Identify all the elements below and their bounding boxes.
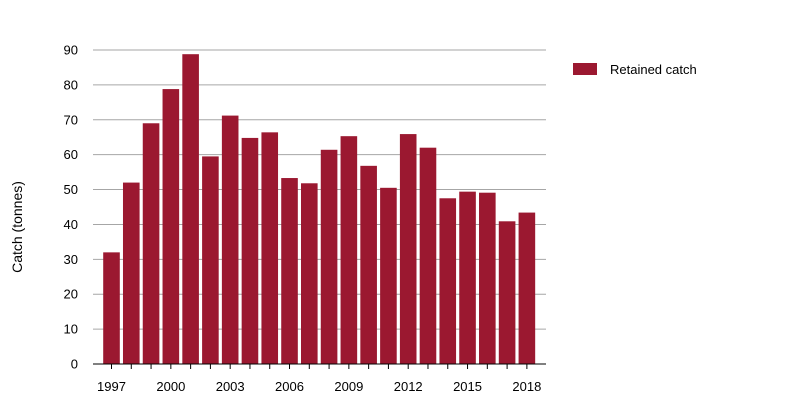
bar-2008 xyxy=(320,149,338,364)
y-axis-title: Catch (tonnes) xyxy=(9,181,25,273)
y-tick-label: 0 xyxy=(71,357,78,372)
x-tick-label: 2000 xyxy=(156,379,185,394)
y-tick-label: 10 xyxy=(64,322,78,337)
bar-2012 xyxy=(399,134,417,364)
y-tick-label: 80 xyxy=(64,77,78,92)
bar-2013 xyxy=(419,147,437,364)
bar-2018 xyxy=(518,212,536,364)
y-tick-label: 20 xyxy=(64,287,78,302)
bar-2007 xyxy=(301,183,318,364)
x-tick-label: 2006 xyxy=(275,379,304,394)
bar-2009 xyxy=(340,136,358,364)
bar-2010 xyxy=(360,165,377,364)
bar-2006 xyxy=(281,178,298,364)
y-axis-ticks: 0 10 20 30 40 50 60 70 80 90 xyxy=(64,43,78,372)
bar-2011 xyxy=(380,187,397,364)
bar-2015 xyxy=(459,191,476,364)
bar-1997 xyxy=(103,252,120,364)
bar-1998 xyxy=(122,182,140,364)
legend: Retained catch xyxy=(573,62,697,77)
y-tick-label: 30 xyxy=(64,252,78,267)
x-tick-label: 2003 xyxy=(216,379,245,394)
x-tick-label: 2015 xyxy=(453,379,482,394)
bar-2014 xyxy=(439,198,457,364)
gridlines xyxy=(93,49,546,330)
bars xyxy=(103,54,536,365)
x-tick-label: 1997 xyxy=(97,379,126,394)
y-tick-label: 90 xyxy=(64,43,78,58)
legend-swatch xyxy=(573,63,597,75)
x-axis-ticks: 1997 2000 2003 2006 2009 2012 2015 2018 xyxy=(97,364,541,394)
bar-2001 xyxy=(182,54,199,364)
bar-2004 xyxy=(241,137,259,364)
bar-2016 xyxy=(479,192,496,364)
x-tick-label: 2009 xyxy=(334,379,363,394)
legend-label: Retained catch xyxy=(610,62,697,77)
y-tick-label: 60 xyxy=(64,147,78,162)
bar-2003 xyxy=(221,115,239,364)
bar-1999 xyxy=(142,123,160,365)
x-tick-label: 2018 xyxy=(512,379,541,394)
y-tick-label: 40 xyxy=(64,217,78,232)
bar-2005 xyxy=(261,132,279,364)
bar-2017 xyxy=(498,221,516,364)
bar-2000 xyxy=(162,89,180,364)
x-tick-label: 2012 xyxy=(394,379,423,394)
y-tick-label: 50 xyxy=(64,182,78,197)
y-tick-label: 70 xyxy=(64,112,78,127)
bar-2002 xyxy=(202,156,219,364)
